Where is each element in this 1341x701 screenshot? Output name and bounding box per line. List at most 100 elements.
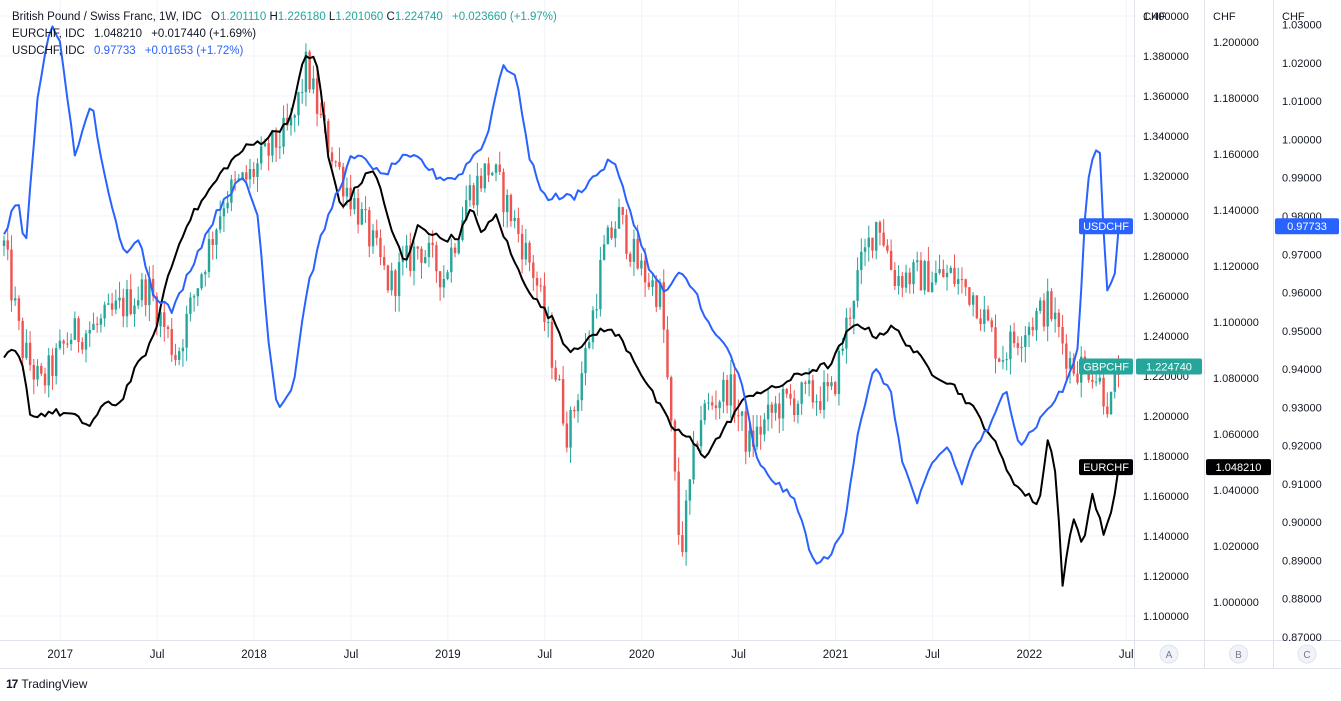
candle-body	[908, 272, 911, 285]
legend-eurchf[interactable]: EURCHF, IDC 1.048210 +0.017440 (+1.69%)	[12, 26, 557, 43]
axis-C-letter: C	[1303, 650, 1310, 661]
candle-body	[427, 242, 431, 258]
legend-gbpchf-name: British Pound / Swiss Franc, 1W, IDC	[12, 11, 202, 23]
axis-C-tick: 0.94000	[1282, 364, 1322, 376]
candle-body	[77, 318, 80, 342]
candle-body	[964, 279, 967, 288]
candle-body	[807, 380, 811, 384]
candle-body	[841, 348, 844, 351]
axis-B-tick: 1.080000	[1213, 373, 1259, 385]
candle-body	[625, 214, 628, 254]
candle-body	[945, 272, 949, 278]
candle-body	[435, 245, 438, 272]
axis-C-tick: 0.90000	[1282, 517, 1322, 529]
legend-usdchf-change: +0.01653 (+1.72%)	[144, 45, 244, 57]
candle-body	[740, 411, 744, 416]
candle-body	[461, 220, 464, 240]
axis-B-tick: 1.040000	[1213, 485, 1259, 497]
candle-body	[215, 229, 218, 245]
candle-body	[196, 288, 200, 297]
candle-body	[95, 323, 99, 325]
candle-body	[386, 265, 390, 291]
candle-body	[230, 179, 233, 203]
candle-body	[688, 479, 692, 501]
candle-body	[748, 430, 751, 452]
candle-body	[6, 240, 9, 250]
eurchf-value-tag-text: 1.048210	[1216, 462, 1262, 474]
axis-C-tick: 0.93000	[1282, 402, 1322, 414]
candle-body	[1012, 331, 1016, 344]
candle-body	[1020, 346, 1023, 348]
candle-body	[942, 269, 945, 278]
axis-A-tick: 1.400000	[1143, 11, 1189, 23]
axis-C-button	[1297, 644, 1317, 664]
legend-usdchf-name: USDCHF, IDC	[12, 45, 85, 57]
tradingview-footer[interactable]: 17 TradingView	[6, 677, 87, 691]
legend-low: 1.201060	[335, 11, 384, 23]
usdchf-name-tag-text: USDCHF	[1083, 221, 1129, 233]
axis-C-tick: 0.96000	[1282, 288, 1322, 300]
candle-body	[1027, 326, 1031, 336]
candle-body	[528, 242, 531, 263]
candle-body	[848, 317, 852, 319]
candle-body	[629, 253, 632, 262]
legend-gbpchf[interactable]: British Pound / Swiss Franc, 1W, IDC O1.…	[12, 9, 557, 26]
gbpchf-value-tag	[1136, 358, 1202, 375]
candle-body	[308, 51, 311, 90]
axis-A-currency: CHF	[1143, 11, 1166, 23]
axis-C-tick: 0.88000	[1282, 594, 1322, 606]
candle-body	[930, 282, 934, 292]
candle-body	[330, 152, 334, 162]
candle-body	[218, 216, 222, 230]
axis-C-tick: 0.89000	[1282, 555, 1322, 567]
candle-body	[681, 535, 684, 553]
usdchf-value-tag-text: 0.97733	[1287, 221, 1327, 233]
candle-body	[10, 249, 13, 301]
time-label: Jul	[1119, 649, 1134, 661]
time-label: Jul	[537, 649, 552, 661]
candle-body	[81, 341, 84, 350]
candle-body	[878, 222, 882, 233]
axis-C-tick: 1.01000	[1282, 96, 1322, 108]
candle-body	[204, 272, 207, 275]
candle-body	[457, 239, 460, 254]
candle-body	[2, 240, 6, 246]
candle-body	[442, 278, 446, 288]
time-label: 2022	[1017, 649, 1043, 661]
candle-body	[733, 374, 736, 416]
candle-body	[88, 329, 91, 334]
candle-body	[994, 327, 997, 359]
candle-body	[43, 373, 47, 386]
candle-body	[136, 300, 140, 306]
time-label: 2017	[47, 649, 73, 661]
candle-body	[241, 172, 244, 179]
candle-body	[237, 178, 241, 180]
axis-B-currency: CHF	[1213, 11, 1236, 23]
candle-body	[1091, 379, 1094, 382]
candle-body	[953, 267, 956, 284]
eurchf-line	[3, 55, 1120, 587]
candle-body	[852, 300, 856, 319]
candle-body	[502, 171, 505, 213]
candle-body	[1046, 291, 1049, 327]
candle-body	[1042, 300, 1046, 327]
eurchf-name-tag	[1079, 459, 1133, 476]
candle-body	[312, 78, 315, 90]
axis-C-tick: 0.87000	[1282, 632, 1322, 644]
candle-body	[602, 244, 606, 260]
candle-body	[770, 404, 774, 413]
candle-body	[1098, 377, 1102, 382]
candle-body	[360, 208, 364, 225]
candle-body	[979, 318, 982, 325]
candle-body	[382, 257, 386, 266]
candle-body	[397, 262, 401, 297]
time-label: Jul	[731, 649, 746, 661]
axis-C-tick: 1.03000	[1282, 20, 1322, 32]
legend-usdchf[interactable]: USDCHF, IDC 0.97733 +0.01653 (+1.72%)	[12, 43, 557, 60]
candle-body	[513, 217, 516, 222]
candle-body	[737, 415, 740, 417]
candle-body	[591, 310, 595, 343]
tradingview-brand: TradingView	[21, 677, 88, 691]
candle-body	[248, 168, 252, 180]
